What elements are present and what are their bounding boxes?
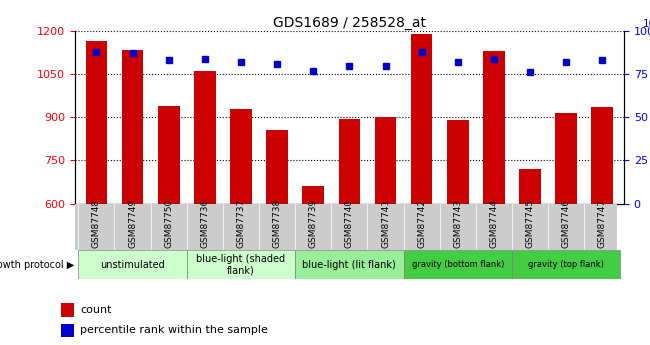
Text: GSM87739: GSM87739	[309, 198, 318, 248]
Bar	[512, 250, 620, 279]
Bar	[404, 250, 512, 279]
Text: unstimulated: unstimulated	[100, 260, 165, 270]
Text: GSM87742: GSM87742	[417, 199, 426, 248]
Text: gravity (bottom flank): gravity (bottom flank)	[411, 260, 504, 269]
Bar	[519, 169, 541, 204]
Text: GSM87750: GSM87750	[164, 198, 173, 248]
Bar	[483, 51, 505, 204]
Bar	[295, 250, 404, 279]
Bar	[339, 119, 360, 204]
Text: growth protocol ▶: growth protocol ▶	[0, 260, 74, 270]
Bar	[230, 109, 252, 204]
Bar	[86, 41, 107, 204]
Bar	[555, 113, 577, 204]
Bar	[194, 71, 216, 204]
Text: GSM87749: GSM87749	[128, 199, 137, 248]
Text: GSM87746: GSM87746	[562, 199, 571, 248]
Bar	[266, 130, 288, 204]
Text: GSM87741: GSM87741	[381, 199, 390, 248]
Bar	[158, 106, 179, 204]
Bar	[374, 117, 396, 204]
Text: blue-light (lit flank): blue-light (lit flank)	[302, 260, 396, 270]
Text: blue-light (shaded
flank): blue-light (shaded flank)	[196, 254, 285, 276]
Text: gravity (top flank): gravity (top flank)	[528, 260, 604, 269]
Text: GSM87743: GSM87743	[453, 199, 462, 248]
Text: GSM87747: GSM87747	[598, 199, 607, 248]
Bar	[79, 250, 187, 279]
Text: GSM87748: GSM87748	[92, 199, 101, 248]
Title: GDS1689 / 258528_at: GDS1689 / 258528_at	[273, 16, 426, 30]
Text: GSM87740: GSM87740	[345, 199, 354, 248]
Bar	[411, 34, 432, 204]
Text: percentile rank within the sample: percentile rank within the sample	[80, 325, 268, 335]
Text: GSM87744: GSM87744	[489, 199, 499, 248]
Bar	[122, 50, 144, 204]
Bar	[60, 304, 75, 317]
Text: GSM87736: GSM87736	[200, 198, 209, 248]
Bar	[447, 120, 469, 204]
Text: count: count	[80, 305, 111, 315]
Bar	[187, 250, 295, 279]
Text: GSM87737: GSM87737	[237, 198, 246, 248]
Bar	[592, 107, 613, 204]
Bar	[302, 186, 324, 204]
Text: GSM87738: GSM87738	[272, 198, 281, 248]
Text: GSM87745: GSM87745	[526, 199, 534, 248]
Bar	[60, 324, 75, 337]
Text: 100%: 100%	[644, 19, 650, 29]
